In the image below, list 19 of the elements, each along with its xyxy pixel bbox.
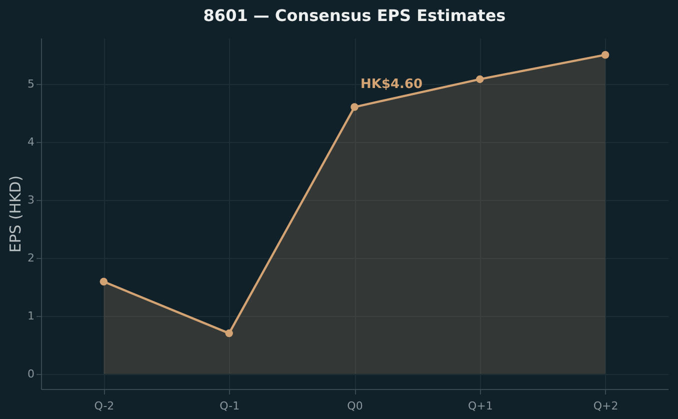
point xyxy=(350,103,358,111)
point xyxy=(476,75,484,84)
point xyxy=(601,50,610,59)
x-tick-label: Q-2 xyxy=(94,400,114,412)
y-tick-label: 5 xyxy=(28,77,34,90)
y-axis-title: EPS (HKD) xyxy=(6,175,24,253)
y-tick-label: 1 xyxy=(28,309,34,322)
point xyxy=(100,278,108,286)
x-tick-label: Q-1 xyxy=(220,400,240,412)
point xyxy=(225,329,233,338)
y-tick-label: 3 xyxy=(28,193,34,206)
y-tick-label: 0 xyxy=(28,367,34,380)
annotation: HK$4.60 xyxy=(360,77,423,92)
y-tick-label: 2 xyxy=(28,251,34,264)
x-tick-label: Q+1 xyxy=(468,400,493,412)
chart-title: 8601 — Consensus EPS Estimates xyxy=(203,6,506,25)
y-tick-label: 4 xyxy=(28,135,34,148)
x-tick-label: Q+2 xyxy=(593,400,618,412)
x-tick-label: Q0 xyxy=(347,400,363,412)
